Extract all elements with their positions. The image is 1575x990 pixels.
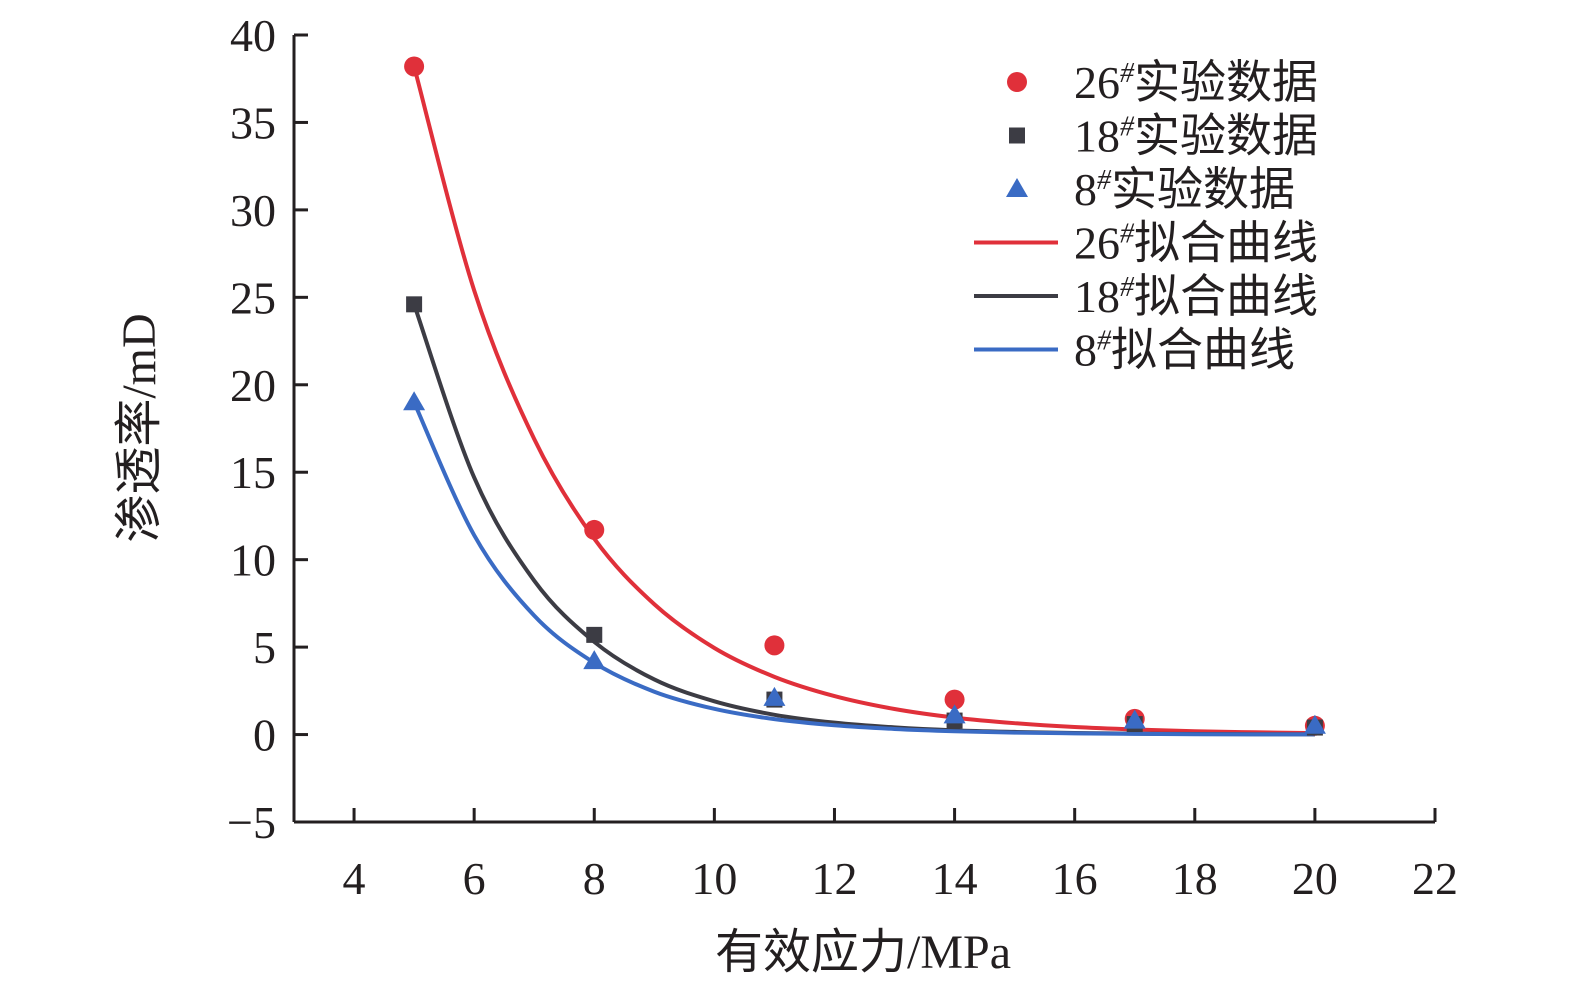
legend-marker-26 (1007, 72, 1027, 92)
legend-label-text: 拟合曲线 (1134, 271, 1318, 322)
x-tick-label: 20 (1292, 853, 1338, 904)
legend-label-number: 8 (1074, 164, 1097, 215)
legend-label-number: 18 (1074, 271, 1120, 322)
data-point-8 (583, 650, 606, 670)
legend-label: 8#拟合曲线 (1074, 325, 1295, 376)
data-point-26 (404, 56, 425, 77)
data-point-26 (764, 635, 785, 656)
legend-label: 26#实验数据 (1074, 57, 1318, 108)
legend-label-sup: # (1097, 326, 1112, 357)
x-tick-label: 10 (691, 853, 737, 904)
legend-label-sup: # (1120, 58, 1135, 89)
x-axis-title: 有效应力/MPa (715, 926, 1011, 979)
x-tick-label: 6 (463, 853, 486, 904)
legend-label-number: 26 (1074, 218, 1120, 269)
x-tick-label: 4 (343, 853, 366, 904)
y-axis-title: 渗透率/mD (113, 313, 166, 542)
data-point-8 (1303, 714, 1326, 734)
data-point-8 (403, 391, 426, 411)
legend-label-sup: # (1120, 219, 1135, 250)
legend-label-text: 拟合曲线 (1134, 218, 1318, 269)
y-tick-label: 40 (230, 10, 276, 61)
legend-label-number: 8 (1074, 325, 1097, 376)
legend-label-number: 26 (1074, 57, 1120, 108)
legend-label-text: 实验数据 (1111, 164, 1295, 215)
y-tick-label: 0 (253, 710, 276, 761)
x-tick-label: 8 (583, 853, 606, 904)
y-tick-label: −5 (227, 797, 276, 848)
axes: −5 0 5 10 15 20 25 30 35 40 4 6 8 10 12 14 16 18 20 22 (227, 10, 1458, 904)
x-tick-label: 12 (811, 853, 857, 904)
data-point-18 (406, 296, 423, 313)
legend-label-text: 实验数据 (1134, 111, 1318, 162)
y-tick-label: 20 (230, 360, 276, 411)
x-tick-label: 14 (932, 853, 978, 904)
legend-label-sup: # (1097, 165, 1112, 196)
legend-label-sup: # (1120, 112, 1135, 143)
y-tick-label: 10 (230, 535, 276, 586)
x-tick-label: 16 (1052, 853, 1098, 904)
y-tick-label: 30 (230, 185, 276, 236)
data-point-26 (944, 689, 965, 710)
data-point-18 (586, 626, 603, 643)
data-point-8 (763, 686, 786, 706)
y-tick-label: 35 (230, 97, 276, 148)
y-tick-label: 5 (253, 622, 276, 673)
legend-label-sup: # (1120, 272, 1135, 303)
plot-area (403, 56, 1326, 737)
legend-label: 26#拟合曲线 (1074, 218, 1318, 269)
x-tick-label: 18 (1172, 853, 1218, 904)
legend-label-text: 实验数据 (1134, 57, 1318, 108)
y-tick-label: 15 (230, 447, 276, 498)
legend-label-number: 18 (1074, 111, 1120, 162)
legend-marker-8 (1006, 178, 1028, 197)
legend-marker-18 (1009, 127, 1025, 144)
fit-curve-8 (412, 401, 1315, 737)
legend-label: 18#拟合曲线 (1074, 271, 1318, 322)
y-tick-label: 25 (230, 272, 276, 323)
data-point-8 (1123, 709, 1146, 729)
data-point-8 (943, 704, 966, 724)
x-tick-label: 22 (1412, 853, 1458, 904)
data-point-26 (584, 519, 605, 540)
legend-label: 8#实验数据 (1074, 164, 1295, 215)
legend-label: 18#实验数据 (1074, 111, 1318, 162)
legend-label-text: 拟合曲线 (1111, 325, 1295, 376)
